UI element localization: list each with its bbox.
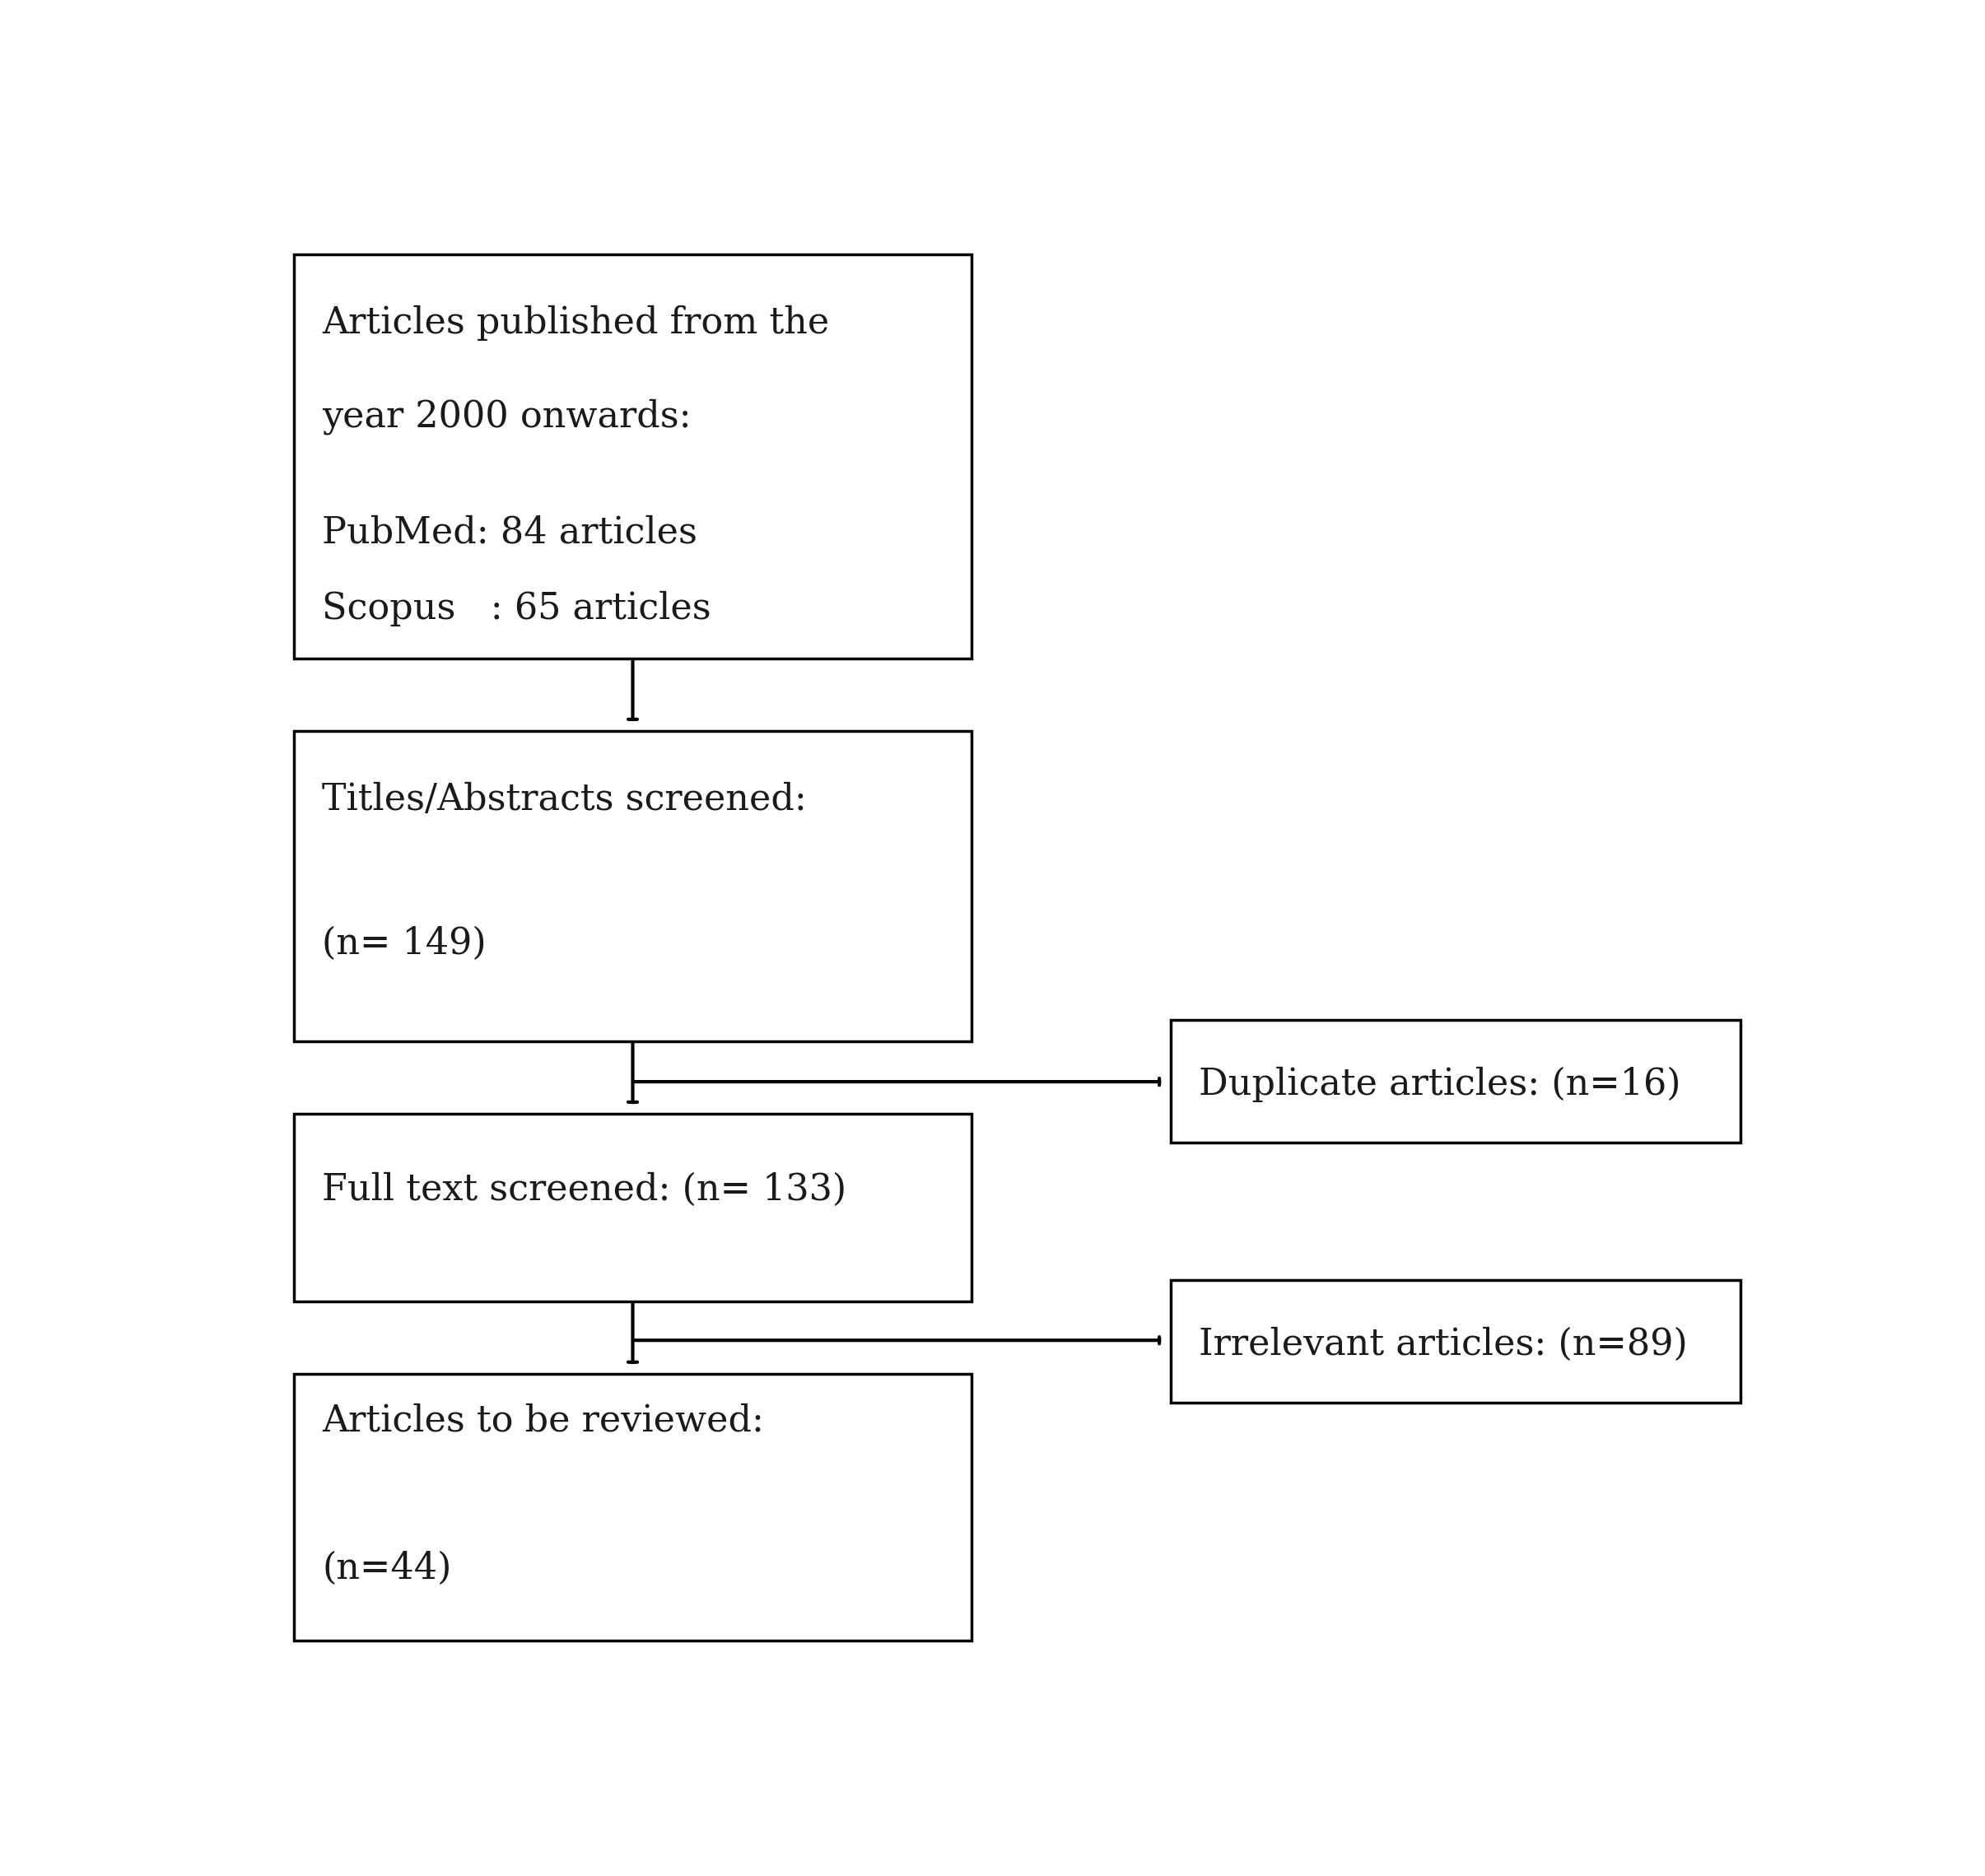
Bar (294, 1114, 971, 1302)
Text: (n= 149): (n= 149) (322, 927, 486, 962)
Text: Scopus   : 65 articles: Scopus : 65 articles (322, 591, 711, 627)
Bar (294, 1373, 971, 1642)
Text: Articles published from the: Articles published from the (322, 306, 830, 341)
Text: (n=44): (n=44) (322, 1550, 451, 1585)
Bar (1171, 1021, 1741, 1142)
Bar (294, 253, 971, 658)
Text: year 2000 onwards:: year 2000 onwards: (322, 398, 691, 435)
Text: Titles/Abstracts screened:: Titles/Abstracts screened: (322, 782, 806, 818)
Text: Duplicate articles: (n=16): Duplicate articles: (n=16) (1199, 1066, 1681, 1101)
Bar (294, 732, 971, 1041)
Bar (1171, 1279, 1741, 1403)
Text: Full text screened: (n= 133): Full text screened: (n= 133) (322, 1172, 846, 1208)
Text: Irrelevant articles: (n=89): Irrelevant articles: (n=89) (1199, 1326, 1687, 1362)
Text: PubMed: 84 articles: PubMed: 84 articles (322, 514, 697, 550)
Text: Articles to be reviewed:: Articles to be reviewed: (322, 1403, 764, 1439)
